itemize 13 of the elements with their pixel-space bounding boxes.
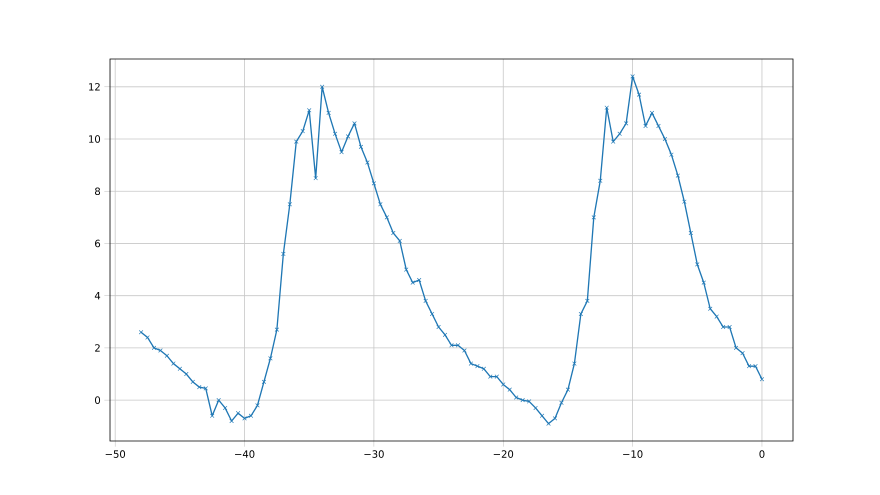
y-tick-label: 0 bbox=[95, 396, 100, 404]
x-tick-label: 0 bbox=[759, 450, 764, 458]
y-tick-label: 6 bbox=[95, 240, 100, 248]
y-tick-label: 12 bbox=[89, 83, 100, 91]
y-tick-label: 4 bbox=[94, 292, 100, 300]
x-tick-label: −30 bbox=[364, 450, 384, 458]
x-tick-label: −50 bbox=[106, 450, 126, 458]
y-tick-label: 2 bbox=[95, 344, 100, 352]
x-tick-label: −20 bbox=[494, 450, 514, 458]
y-tick-label: 10 bbox=[89, 135, 100, 143]
x-tick-label: −40 bbox=[235, 450, 254, 458]
y-tick-label: 8 bbox=[95, 187, 100, 196]
x-tick-label: −10 bbox=[623, 450, 642, 458]
